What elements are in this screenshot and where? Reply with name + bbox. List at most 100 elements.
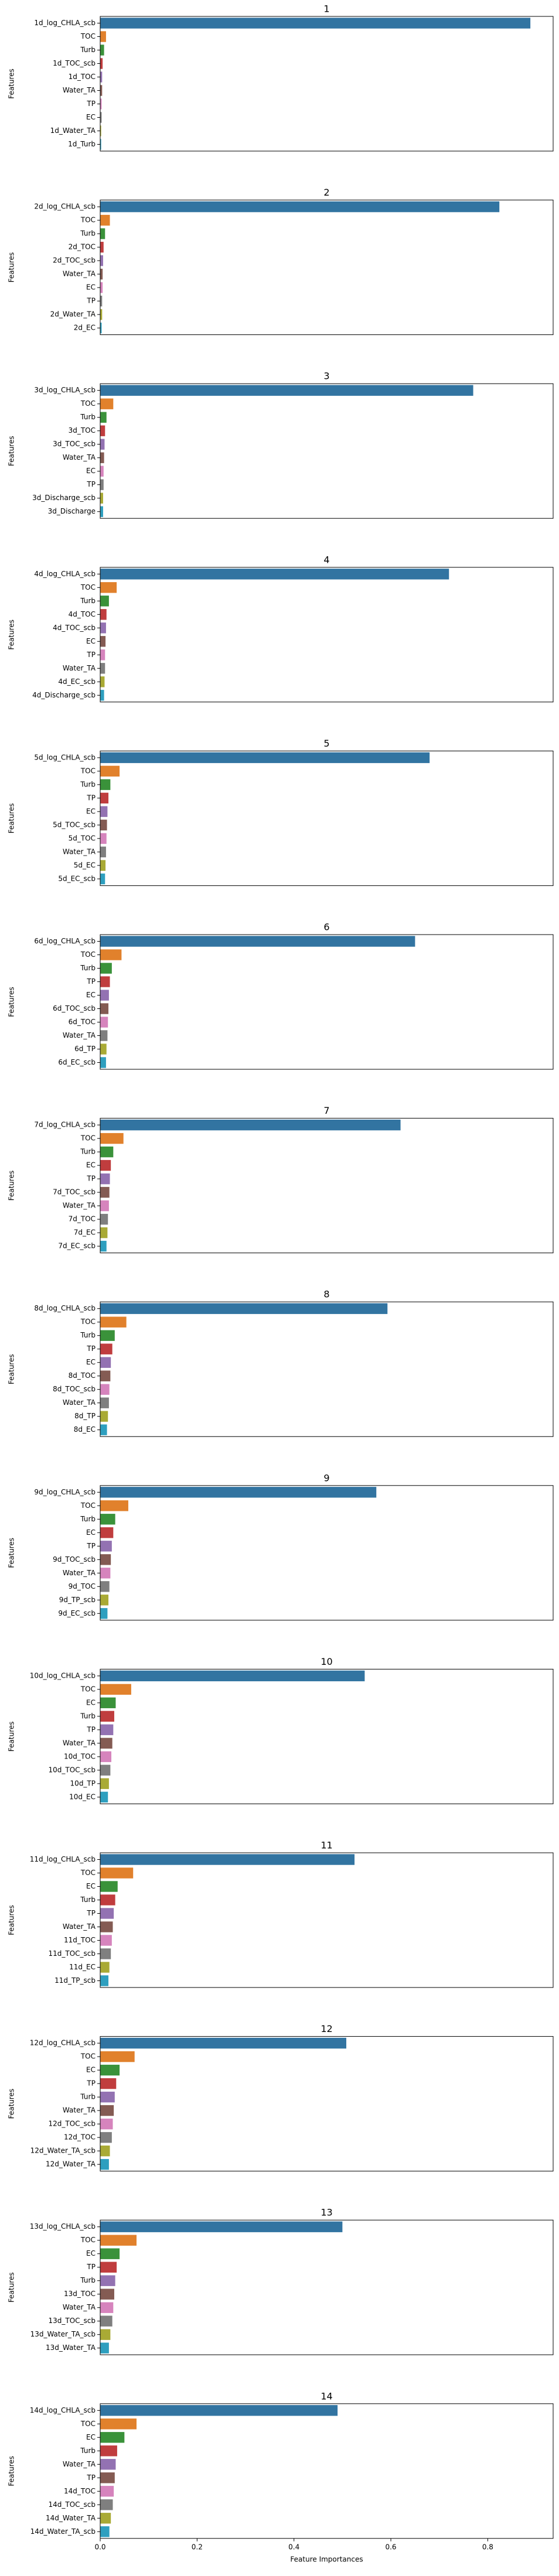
bar	[100, 2105, 114, 2116]
bar	[100, 45, 104, 56]
bar	[100, 98, 102, 110]
bar	[100, 322, 102, 334]
bar	[100, 1173, 110, 1185]
bar	[100, 1119, 401, 1131]
y-tick-label: 4d_TOC	[69, 610, 96, 618]
y-tick-label: 2d_TOC	[69, 243, 96, 251]
bar	[100, 2118, 113, 2130]
y-tick-label: 14d_log_CHLA_scb	[30, 2406, 96, 2414]
y-tick-label: 12d_Water_TA	[46, 2160, 96, 2168]
y-tick-label: 8d_log_CHLA_scb	[34, 1304, 96, 1312]
y-tick-label: TOC	[80, 2236, 96, 2244]
bar	[100, 31, 106, 42]
bar	[100, 1724, 114, 1736]
y-tick-label: Turb	[80, 964, 96, 972]
subplot: 5 5d_log_CHLA_scb TOC Turb TP EC 5d_TOC_scb 5d_…	[8, 738, 554, 886]
chart-title: 4	[323, 554, 329, 565]
subplot: 1 1d_log_CHLA_scb TOC Turb 1d_TOC_scb 1d_TOC W…	[8, 4, 554, 152]
subplot: 10 10d_log_CHLA_scb TOC EC Turb TP Water_TA 10d…	[8, 1656, 554, 1804]
y-tick-label: 13d_Water_TA	[46, 2344, 96, 2352]
bar	[100, 1200, 109, 1212]
y-tick-label: TOC	[80, 1869, 96, 1877]
y-tick-label: 3d_TOC	[69, 426, 96, 435]
y-tick-label: EC	[86, 283, 96, 292]
y-tick-label: Turb	[80, 1515, 96, 1523]
bar	[100, 752, 430, 764]
y-tick-label: 11d_TOC_scb	[48, 1949, 96, 1958]
y-tick-label: EC	[86, 807, 96, 815]
y-axis-label: Features	[8, 1905, 16, 1935]
y-tick-label: Water_TA	[63, 86, 96, 94]
bar	[100, 2432, 125, 2443]
bar	[100, 2037, 346, 2049]
chart-title: 3	[323, 371, 329, 382]
chart-title: 8	[323, 1289, 329, 1300]
bar	[100, 385, 473, 396]
bar	[100, 425, 105, 436]
y-tick-label: EC	[86, 637, 96, 645]
bar	[100, 2315, 113, 2327]
axes-frame	[100, 16, 554, 152]
bar	[100, 1737, 113, 1749]
subplot: 7 7d_log_CHLA_scb TOC Turb EC TP 7d_TOC_scb Wat…	[8, 1105, 554, 1254]
y-tick-label: TOC	[80, 32, 96, 40]
subplot: 3 3d_log_CHLA_scb TOC Turb 3d_TOC 3d_TOC_scb W…	[8, 371, 554, 519]
bar	[100, 139, 101, 150]
y-tick-label: 8d_EC	[74, 1425, 96, 1434]
chart-title: 5	[323, 738, 329, 749]
y-tick-label: EC	[86, 1358, 96, 1366]
y-tick-label: TP	[86, 977, 96, 986]
y-axis-label: Features	[8, 803, 16, 834]
bar	[100, 779, 111, 791]
bar	[100, 2064, 120, 2076]
bar	[100, 1751, 112, 1763]
axes-frame	[100, 383, 554, 519]
bar	[100, 1487, 377, 1498]
y-tick-label: 11d_EC	[69, 1963, 96, 1971]
y-tick-label: 4d_Discharge_scb	[32, 691, 96, 699]
bar	[100, 2288, 114, 2300]
bar	[100, 1867, 134, 1879]
bar	[100, 1343, 113, 1354]
bar	[100, 2486, 114, 2497]
bar	[100, 765, 120, 777]
bar	[100, 806, 108, 817]
bar	[100, 1133, 124, 1144]
bar	[100, 1003, 109, 1014]
x-tick-label: 0.4	[288, 2543, 299, 2551]
y-tick-label: 6d_log_CHLA_scb	[34, 937, 96, 945]
bar	[100, 2459, 116, 2470]
axes-frame	[100, 2036, 554, 2172]
y-tick-label: TP	[86, 2079, 96, 2088]
y-tick-label: 2d_Water_TA	[50, 310, 96, 319]
bar	[100, 1778, 109, 1790]
bar	[100, 936, 415, 947]
bar	[100, 2513, 111, 2524]
bar	[100, 492, 103, 504]
bar	[100, 1424, 107, 1435]
bar	[100, 1908, 114, 1919]
bar	[100, 282, 103, 293]
bar	[100, 1670, 365, 1682]
x-axis-label: Feature Importances	[290, 2555, 363, 2563]
chart-title: 12	[321, 2023, 332, 2034]
y-tick-label: TP	[86, 793, 96, 802]
axes-frame	[100, 750, 554, 886]
bar	[100, 1948, 111, 1959]
y-tick-label: 2d_EC	[74, 324, 96, 332]
y-tick-label: Turb	[80, 1331, 96, 1339]
y-axis-label: Features	[8, 69, 16, 99]
subplot: 14 14d_log_CHLA_scb TOC EC Turb Water_TA TP 14d…	[8, 2390, 554, 2563]
chart-title: 13	[321, 2207, 332, 2218]
y-tick-label: 14d_TOC	[64, 2487, 96, 2495]
bar	[100, 792, 109, 804]
y-tick-label: 1d_Water_TA	[50, 126, 96, 135]
y-tick-label: EC	[86, 467, 96, 475]
y-tick-label: TP	[86, 1725, 96, 1733]
y-tick-label: 1d_TOC	[69, 73, 96, 81]
y-tick-label: Water_TA	[63, 1739, 96, 1747]
bar	[100, 1213, 108, 1225]
y-tick-label: 7d_TOC_scb	[53, 1188, 96, 1196]
x-tick-label: 0.2	[192, 2543, 203, 2551]
bar	[100, 1581, 110, 1592]
